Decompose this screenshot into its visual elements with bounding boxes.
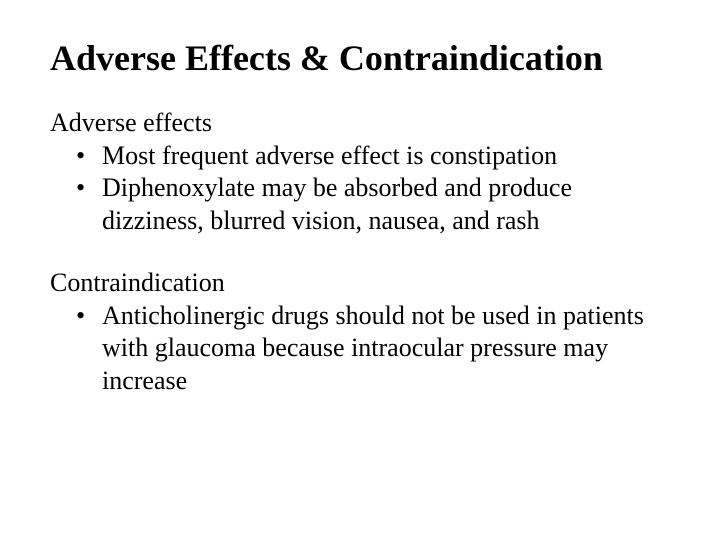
slide-title: Adverse Effects & Contraindication bbox=[50, 38, 670, 79]
list-item: Most frequent adverse effect is constipa… bbox=[50, 140, 670, 173]
section-adverse-effects: Adverse effects Most frequent adverse ef… bbox=[50, 107, 670, 237]
bullet-list: Anticholinergic drugs should not be used… bbox=[50, 300, 670, 398]
list-item: Anticholinergic drugs should not be used… bbox=[50, 300, 670, 398]
list-item: Diphenoxylate may be absorbed and produc… bbox=[50, 172, 670, 237]
bullet-list: Most frequent adverse effect is constipa… bbox=[50, 140, 670, 238]
slide: Adverse Effects & Contraindication Adver… bbox=[0, 0, 720, 540]
section-heading: Contraindication bbox=[50, 267, 670, 300]
section-heading: Adverse effects bbox=[50, 107, 670, 140]
section-contraindication: Contraindication Anticholinergic drugs s… bbox=[50, 267, 670, 397]
